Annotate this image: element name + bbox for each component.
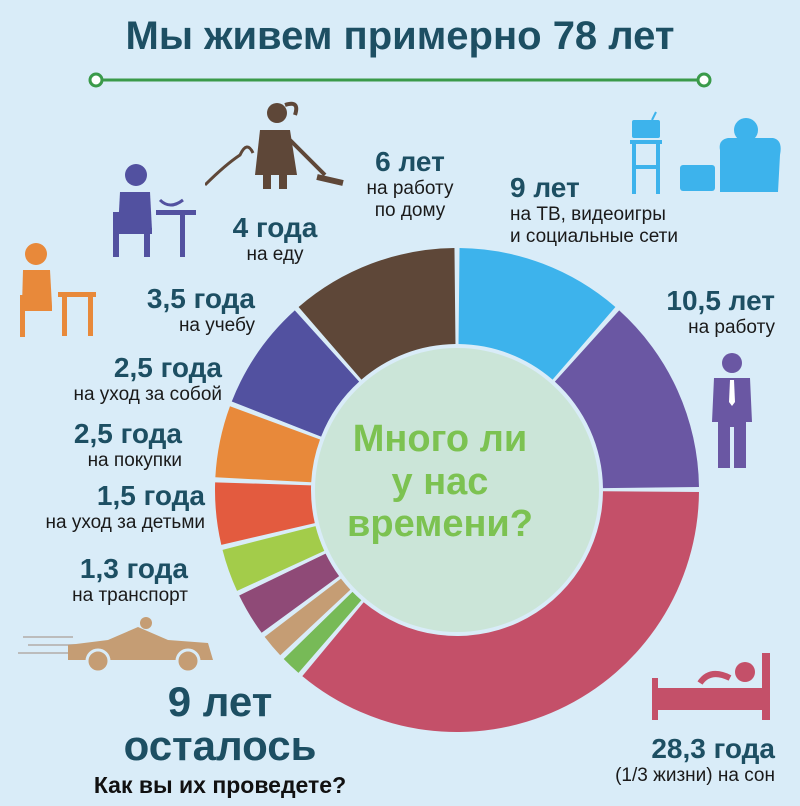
donut-slice-7 xyxy=(214,482,315,545)
bed-sleep-icon xyxy=(652,653,770,720)
tv-armchair-icon xyxy=(630,111,781,194)
title-text: Мы живем примерно xyxy=(125,14,553,58)
label-work-desc: на работу xyxy=(688,317,775,339)
label-selfcare-desc: на уход за собой xyxy=(73,384,222,406)
label-tv-desc-1: на ТВ, видеоигры xyxy=(510,204,666,226)
label-tv-desc-2: и социальные сети xyxy=(510,226,678,248)
businessman-icon xyxy=(712,353,752,468)
donut-slice-1 xyxy=(554,310,699,489)
donut-slice-4 xyxy=(264,578,351,656)
label-work-value: 10,5 лет xyxy=(666,285,775,316)
eating-person-icon xyxy=(113,164,196,257)
remaining-question: Как вы их проведете? xyxy=(93,772,347,799)
label-tv: 9 лет на ТВ, видеоигры и социальные сети xyxy=(510,172,678,248)
label-kids-value: 1,5 года xyxy=(96,480,205,511)
center-line-1: Много ли xyxy=(352,418,528,460)
label-shopping: 2,5 года на покупки xyxy=(10,418,182,472)
label-selfcare-value: 2,5 года xyxy=(113,352,222,383)
label-transport-value: 1,3 года xyxy=(79,553,188,584)
convertible-car-icon xyxy=(18,617,213,673)
label-house-desc-2: по дому xyxy=(374,200,446,222)
donut-center xyxy=(315,348,599,632)
label-work: 10,5 лет на работу xyxy=(560,285,775,339)
remaining-value: 9 лет xyxy=(167,678,273,725)
center-line-2: у нас xyxy=(391,460,489,503)
donut-slice-0 xyxy=(458,248,616,380)
donut-slice-9 xyxy=(231,310,360,437)
donut-slice-3 xyxy=(283,591,362,673)
label-house-desc-1: на работу xyxy=(366,178,454,200)
title-bold: 78 лет xyxy=(552,14,675,58)
cleaning-woman-icon xyxy=(205,101,344,189)
label-transport: 1,3 года на транспорт xyxy=(10,553,188,607)
label-sleep-desc: (1/3 жизни) на сон xyxy=(615,765,775,787)
title-divider xyxy=(88,72,712,88)
donut-slice-6 xyxy=(222,526,325,591)
student-desk-icon xyxy=(20,243,96,337)
label-study-value: 3,5 года xyxy=(146,283,255,314)
donut-slice-2 xyxy=(302,491,699,733)
center-question: Много ли у нас времени? xyxy=(320,418,560,546)
label-kids-desc: на уход за детьми xyxy=(45,512,206,534)
remaining-word: осталось xyxy=(123,722,317,770)
page-title: Мы живем примерно 78 лет xyxy=(0,14,800,59)
label-tv-value: 9 лет xyxy=(510,172,580,203)
donut-slice-8 xyxy=(215,406,321,483)
label-study-desc: на учебу xyxy=(178,315,255,337)
label-sleep: 28,3 года (1/3 жизни) на сон xyxy=(520,733,775,787)
label-transport-desc: на транспорт xyxy=(72,585,188,607)
label-sleep-value: 28,3 года xyxy=(651,733,775,764)
label-shopping-desc: на покупки xyxy=(87,450,182,472)
label-shopping-value: 2,5 года xyxy=(73,418,182,449)
remaining-block: 9 лет осталось Как вы их проведете? xyxy=(20,678,420,799)
donut-slice-10 xyxy=(298,248,456,380)
label-selfcare: 2,5 года на уход за собой xyxy=(10,352,222,406)
label-house: 6 лет на работу по дому xyxy=(335,146,485,222)
center-line-3: времени? xyxy=(347,503,533,546)
label-food: 4 года на еду xyxy=(205,212,345,266)
label-food-value: 4 года xyxy=(232,212,318,243)
label-kids: 1,5 года на уход за детьми xyxy=(0,480,206,534)
label-food-desc: на еду xyxy=(246,244,304,266)
label-house-value: 6 лет xyxy=(375,146,445,177)
donut-slice-5 xyxy=(239,553,340,633)
label-study: 3,5 года на учебу xyxy=(90,283,255,337)
